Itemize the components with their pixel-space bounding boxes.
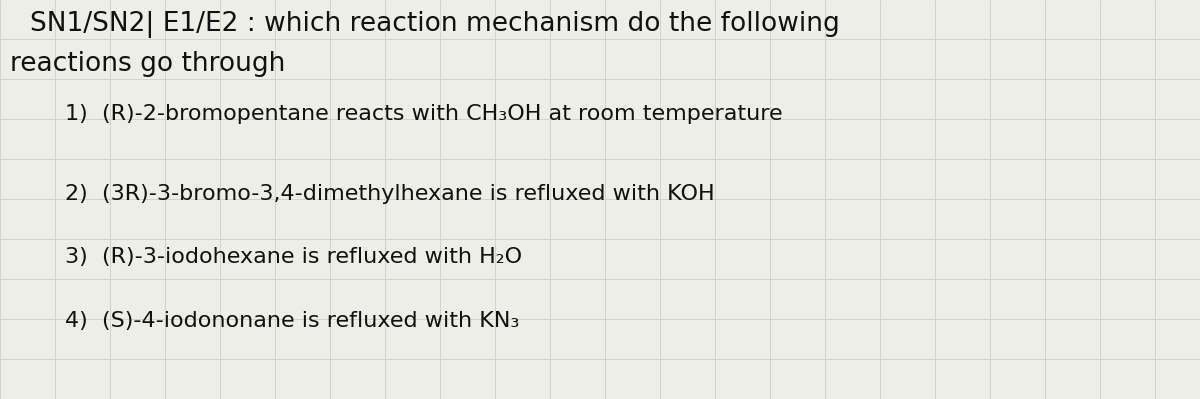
Text: reactions go through: reactions go through: [10, 51, 286, 77]
Text: SN1/SN2| E1/E2 : which reaction mechanism do the following: SN1/SN2| E1/E2 : which reaction mechanis…: [30, 11, 840, 38]
Text: 4)  (S)-4-iodononane is refluxed with KN₃: 4) (S)-4-iodononane is refluxed with KN₃: [65, 311, 520, 331]
Text: 2)  (3R)-3-bromo-3,4-dimethylhexane is refluxed with KOH: 2) (3R)-3-bromo-3,4-dimethylhexane is re…: [65, 184, 715, 204]
Text: 3)  (R)-3-iodohexane is refluxed with H₂O: 3) (R)-3-iodohexane is refluxed with H₂O: [65, 247, 522, 267]
Text: 1)  (R)-2-bromopentane reacts with CH₃OH at room temperature: 1) (R)-2-bromopentane reacts with CH₃OH …: [65, 104, 782, 124]
